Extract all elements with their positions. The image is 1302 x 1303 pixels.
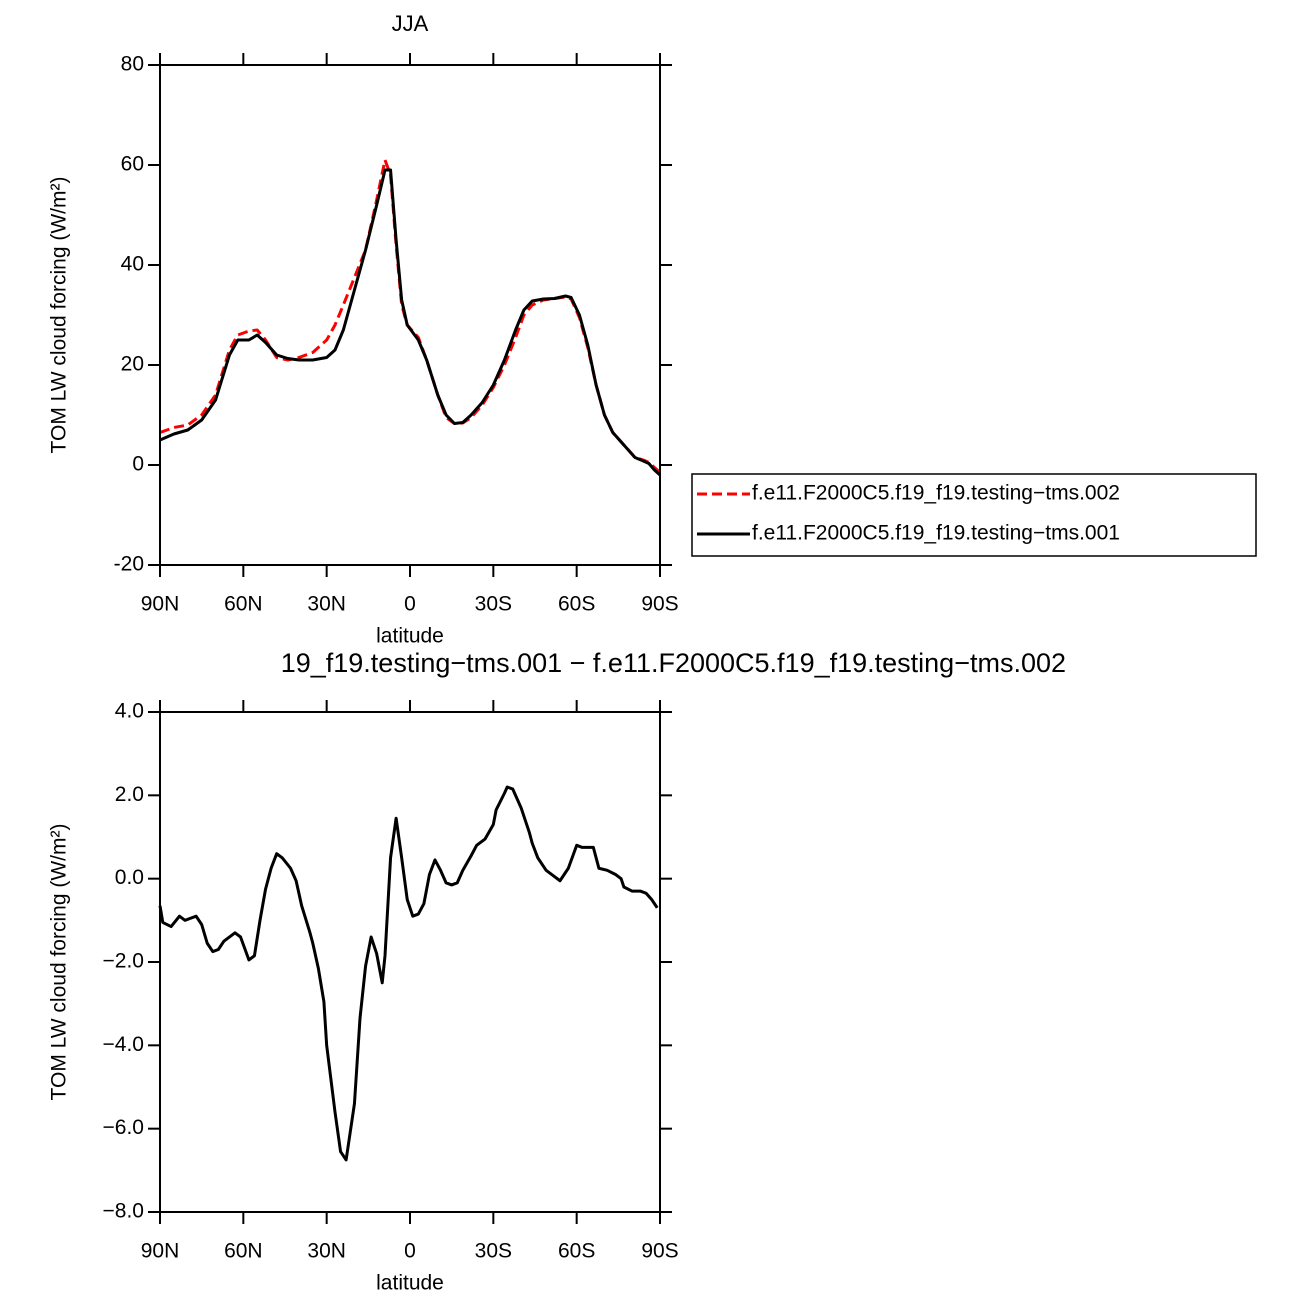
y-axis-label: TOM LW cloud forcing (W/m²) [48, 824, 71, 1101]
y-tick-label: −8.0 [103, 1200, 144, 1223]
y-tick-label: -20 [114, 553, 144, 576]
y-tick-label: 80 [121, 53, 144, 76]
x-tick-label: 90S [641, 1240, 678, 1263]
plot-frame [159, 711, 661, 1213]
legend-label: f.e11.F2000C5.f19_f19.testing−tms.001 [752, 522, 1120, 545]
x-tick-label: 0 [404, 593, 416, 616]
data-line [159, 158, 662, 474]
x-tick-label: 30S [475, 593, 512, 616]
x-tick-label: 60N [224, 593, 263, 616]
y-tick-label: −4.0 [103, 1033, 144, 1056]
legend-box [691, 473, 1257, 557]
y-tick-label: 0 [132, 453, 144, 476]
legend-label: f.e11.F2000C5.f19_f19.testing−tms.002 [752, 482, 1120, 505]
x-tick-label: 90N [141, 593, 180, 616]
data-line [159, 168, 662, 477]
x-tick-label: 90S [641, 593, 678, 616]
x-tick-label: 60S [558, 593, 595, 616]
x-tick-label: 60N [224, 1240, 263, 1263]
x-tick-label: 0 [404, 1240, 416, 1263]
data-line [158, 785, 659, 1162]
x-tick-label: 60S [558, 1240, 595, 1263]
x-tick-label: 30S [475, 1240, 512, 1263]
y-tick-label: 20 [121, 353, 144, 376]
y-axis-label: TOM LW cloud forcing (W/m²) [48, 177, 71, 454]
x-axis-label: latitude [376, 625, 444, 648]
y-tick-label: −2.0 [103, 950, 144, 973]
x-tick-label: 30N [307, 593, 346, 616]
y-tick-label: 4.0 [115, 700, 144, 723]
x-tick-label: 30N [307, 1240, 346, 1263]
y-tick-label: −6.0 [103, 1116, 144, 1139]
plot-frame [159, 64, 661, 566]
chart-title: 19_f19.testing−tms.001 − f.e11.F2000C5.f… [281, 648, 1066, 678]
y-tick-label: 60 [121, 153, 144, 176]
x-axis-label: latitude [376, 1272, 444, 1295]
y-tick-label: 40 [121, 253, 144, 276]
y-tick-label: 2.0 [115, 783, 144, 806]
y-tick-label: 0.0 [115, 866, 144, 889]
chart-title: JJA [392, 11, 429, 36]
x-tick-label: 90N [141, 1240, 180, 1263]
